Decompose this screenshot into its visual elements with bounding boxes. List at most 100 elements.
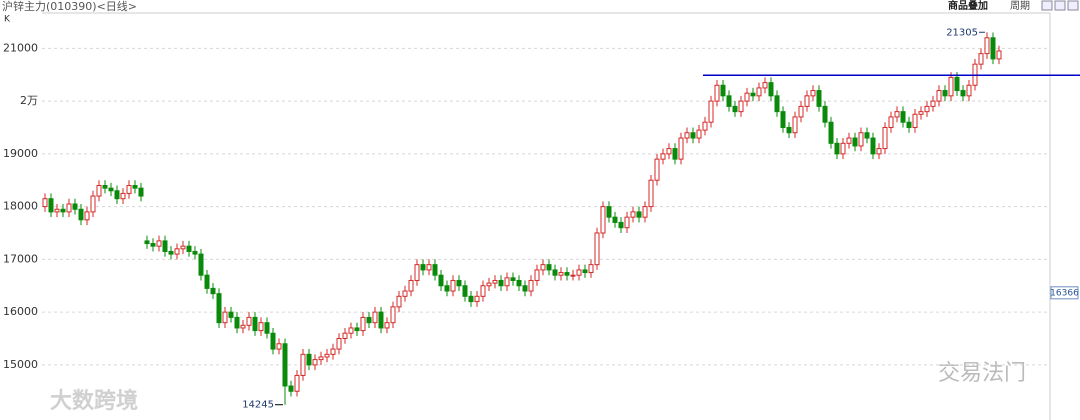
- candle-body: [804, 95, 810, 107]
- candle-body: [546, 264, 552, 271]
- candle-body: [606, 206, 612, 218]
- candle-body: [444, 285, 450, 292]
- watermark: 大数跨境: [50, 388, 138, 414]
- candle-body: [198, 253, 204, 276]
- candle-body: [558, 272, 564, 276]
- candle-body: [624, 216, 630, 229]
- candle-body: [696, 129, 702, 139]
- candle-body: [180, 245, 186, 250]
- candle-body: [234, 316, 240, 329]
- candle-body: [846, 137, 852, 144]
- candle-body: [732, 105, 738, 113]
- candle-body: [366, 316, 372, 324]
- candle-body: [474, 295, 480, 303]
- overlay-button[interactable]: 商品叠加: [948, 0, 988, 12]
- candle-body: [78, 208, 84, 221]
- candle-body: [936, 90, 942, 102]
- candle-body: [720, 84, 726, 97]
- candle-body: [930, 100, 936, 107]
- watermark: 交易法门: [938, 361, 1026, 386]
- window-button[interactable]: [1041, 0, 1053, 11]
- candle-body: [996, 50, 1002, 60]
- candle-body: [954, 76, 960, 92]
- candle-body: [240, 324, 246, 329]
- candle-body: [276, 343, 282, 350]
- candle-body: [534, 269, 540, 281]
- y-tick-label: 16000: [3, 305, 38, 318]
- candle-body: [714, 84, 720, 102]
- candle-body: [498, 279, 504, 287]
- candle-body: [438, 274, 444, 287]
- candle-body: [522, 285, 528, 292]
- candle-body: [984, 37, 990, 55]
- candle-body: [948, 76, 954, 97]
- candle-body: [882, 126, 888, 150]
- candle-body: [228, 311, 234, 318]
- candle-body: [168, 250, 174, 255]
- candle-body: [204, 274, 210, 289]
- candle-body: [54, 208, 60, 213]
- candle-body: [822, 105, 828, 123]
- candle-body: [894, 111, 900, 118]
- candle-body: [858, 132, 864, 147]
- candle-body: [210, 287, 216, 295]
- candle-body: [294, 374, 300, 392]
- candle-body: [330, 348, 336, 355]
- candle-body: [96, 185, 102, 197]
- price-tag-box: [1050, 286, 1079, 300]
- candle-body: [342, 332, 348, 340]
- candle-body: [372, 311, 378, 324]
- candle-body: [990, 37, 996, 60]
- candle-body: [258, 322, 264, 332]
- candle-body: [414, 264, 420, 281]
- candle-body: [42, 198, 48, 208]
- candle-body: [684, 132, 690, 139]
- candle-body: [84, 211, 90, 221]
- window-button[interactable]: [1067, 0, 1079, 11]
- candle-body: [852, 137, 858, 147]
- candle-body: [282, 343, 288, 387]
- candle-body: [402, 290, 408, 297]
- candle-body: [378, 311, 384, 329]
- period-button[interactable]: 周期: [1010, 0, 1030, 12]
- candle-body: [360, 316, 366, 332]
- candle-body: [66, 203, 72, 213]
- candle-body: [942, 90, 948, 97]
- candle-body: [630, 211, 636, 218]
- candle-body: [966, 84, 972, 97]
- candle-body: [576, 269, 582, 276]
- y-tick-label: 17000: [3, 252, 38, 265]
- candle-body: [348, 327, 354, 334]
- candle-body: [300, 353, 306, 376]
- candle-body: [906, 121, 912, 128]
- max-label: 21305: [946, 27, 978, 38]
- candle-body: [594, 232, 600, 266]
- candle-body: [612, 216, 618, 223]
- candle-body: [72, 203, 78, 210]
- candle-body: [144, 240, 150, 245]
- candle-body: [900, 111, 906, 123]
- price-tag: 16366: [1050, 288, 1079, 298]
- candle-body: [744, 92, 750, 102]
- candle-body: [270, 332, 276, 350]
- candle-body: [252, 316, 258, 332]
- candle-body: [864, 132, 870, 139]
- candle-body: [222, 311, 228, 324]
- y-label: K: [4, 15, 11, 25]
- candle-body: [396, 295, 402, 308]
- candle-body: [828, 121, 834, 144]
- window-button[interactable]: [1054, 0, 1066, 11]
- candle-body: [156, 240, 162, 247]
- candle-body: [768, 82, 774, 97]
- candle-body: [552, 269, 558, 276]
- candle-body: [120, 192, 126, 200]
- candle-body: [918, 111, 924, 115]
- candle-body: [306, 353, 312, 366]
- candle-body: [324, 353, 330, 358]
- candle-body: [192, 250, 198, 255]
- candle-body: [840, 142, 846, 155]
- candle-body: [870, 137, 876, 155]
- y-tick-label: 2万: [20, 94, 38, 107]
